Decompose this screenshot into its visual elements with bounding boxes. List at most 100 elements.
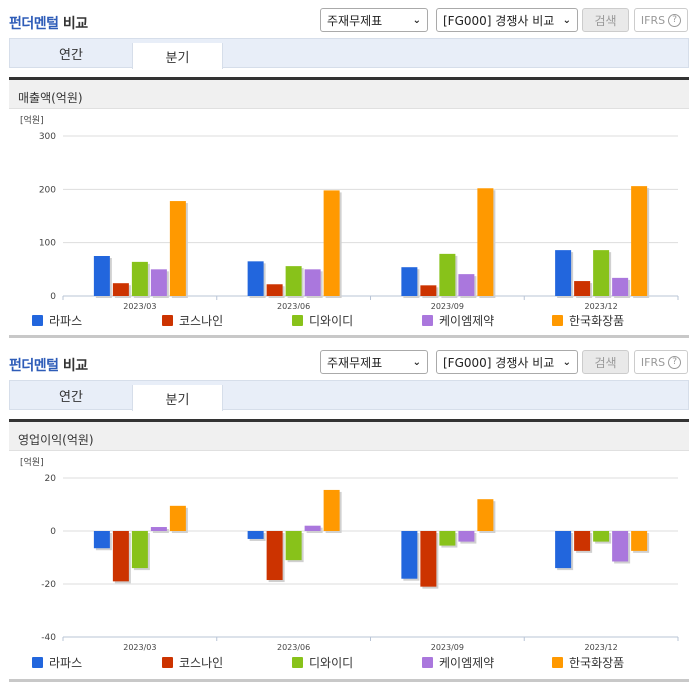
bar[interactable] bbox=[93, 531, 110, 549]
legend-swatch-icon bbox=[32, 657, 43, 668]
x-tick-label: 2023/03 bbox=[123, 643, 156, 652]
ifrs-button[interactable]: IFRS? bbox=[634, 350, 688, 374]
bar[interactable] bbox=[150, 527, 167, 531]
legend-swatch-icon bbox=[292, 657, 303, 668]
legend-item[interactable]: 한국화장품 bbox=[552, 654, 624, 671]
bar[interactable] bbox=[612, 531, 629, 562]
fundamental-section-revenue: 펀더멘털 비교 주재무제표 ⌄ [FG000] 경쟁사 비교 ⌄ 검색 IFRS? … bbox=[0, 8, 696, 338]
bar[interactable] bbox=[131, 531, 148, 569]
tab-quarterly[interactable]: 분기 bbox=[132, 43, 223, 69]
bar[interactable] bbox=[169, 505, 186, 531]
bar[interactable] bbox=[112, 531, 129, 582]
bar[interactable] bbox=[323, 190, 340, 296]
legend-label: 케이엠제약 bbox=[439, 314, 495, 328]
bar[interactable] bbox=[304, 525, 321, 531]
bar[interactable] bbox=[458, 274, 475, 296]
legend-item[interactable]: 디와이디 bbox=[292, 654, 353, 671]
chart-legend: 라파스 코스나인 디와이디 케이엠제약 한국화장품 bbox=[0, 654, 696, 672]
section-title: 펀더멘털 비교 bbox=[9, 358, 88, 374]
compare-type-select[interactable]: [FG000] 경쟁사 비교 ⌄ bbox=[436, 8, 578, 32]
bar[interactable] bbox=[112, 283, 129, 296]
search-button[interactable]: 검색 bbox=[582, 8, 629, 32]
chevron-down-icon: ⌄ bbox=[412, 356, 421, 368]
legend-item[interactable]: 라파스 bbox=[32, 312, 82, 329]
tab-annual[interactable]: 연간 bbox=[59, 390, 83, 405]
divider bbox=[9, 335, 689, 338]
bar[interactable] bbox=[631, 531, 648, 551]
revenue-chart: [억원] 0 100 200 300 2023/03 2023/06 2023/09 2023/… bbox=[0, 109, 696, 309]
unit-label: [억원] bbox=[20, 114, 44, 126]
tab-annual[interactable]: 연간 bbox=[59, 48, 83, 63]
bar[interactable] bbox=[323, 489, 340, 531]
bar[interactable] bbox=[420, 531, 437, 587]
legend-item[interactable]: 코스나인 bbox=[162, 312, 223, 329]
legend-swatch-icon bbox=[422, 657, 433, 668]
bar[interactable] bbox=[131, 261, 148, 296]
section-title: 펀더멘털 비교 bbox=[9, 16, 88, 32]
bar[interactable] bbox=[574, 531, 591, 551]
x-tick-label: 2023/09 bbox=[431, 643, 464, 652]
y-tick-label: 100 bbox=[39, 239, 56, 249]
search-button[interactable]: 검색 bbox=[582, 350, 629, 374]
bar[interactable] bbox=[266, 531, 283, 581]
legend-swatch-icon bbox=[292, 315, 303, 326]
legend-swatch-icon bbox=[422, 315, 433, 326]
bar[interactable] bbox=[401, 531, 418, 579]
chevron-down-icon: ⌄ bbox=[562, 356, 571, 368]
bar[interactable] bbox=[285, 531, 302, 561]
legend-swatch-icon bbox=[32, 315, 43, 326]
legend-swatch-icon bbox=[552, 657, 563, 668]
legend-label: 디와이디 bbox=[309, 656, 354, 670]
bar[interactable] bbox=[631, 186, 648, 296]
x-tick-label: 2023/12 bbox=[585, 643, 618, 652]
legend-label: 케이엠제약 bbox=[439, 656, 495, 670]
bar[interactable] bbox=[574, 281, 591, 296]
legend-label: 라파스 bbox=[49, 656, 83, 670]
bar[interactable] bbox=[247, 531, 264, 539]
bar[interactable] bbox=[555, 250, 572, 296]
report-type-select[interactable]: 주재무제표 ⌄ bbox=[320, 350, 428, 374]
legend-label: 한국화장품 bbox=[569, 656, 625, 670]
legend-item[interactable]: 라파스 bbox=[32, 654, 82, 671]
legend-item[interactable]: 한국화장품 bbox=[552, 312, 624, 329]
bar[interactable] bbox=[477, 188, 494, 296]
section-header: 펀더멘털 비교 주재무제표 ⌄ [FG000] 경쟁사 비교 ⌄ 검색 IFRS? bbox=[0, 342, 696, 380]
bar[interactable] bbox=[285, 266, 302, 296]
bar[interactable] bbox=[593, 531, 610, 542]
bar[interactable] bbox=[401, 267, 418, 296]
bar[interactable] bbox=[247, 261, 264, 296]
bar[interactable] bbox=[266, 284, 283, 296]
legend-item[interactable]: 디와이디 bbox=[292, 312, 353, 329]
tab-quarterly[interactable]: 분기 bbox=[132, 385, 223, 411]
bar[interactable] bbox=[439, 253, 456, 296]
bar[interactable] bbox=[458, 531, 475, 542]
y-tick-label: 300 bbox=[39, 132, 56, 142]
legend-label: 한국화장품 bbox=[569, 314, 625, 328]
legend-item[interactable]: 케이엠제약 bbox=[422, 654, 494, 671]
y-tick-label: 200 bbox=[39, 185, 56, 195]
compare-type-select[interactable]: [FG000] 경쟁사 비교 ⌄ bbox=[436, 350, 578, 374]
bar-chart: [억원] 0 100 200 300 2023/03 2023/06 2023/09 2023/… bbox=[20, 114, 679, 309]
legend-swatch-icon bbox=[552, 315, 563, 326]
x-tick-label: 2023/12 bbox=[585, 302, 618, 309]
legend-swatch-icon bbox=[162, 657, 173, 668]
bar[interactable] bbox=[439, 531, 456, 546]
operating-income-chart: [억원] -40 -20 0 20 2023/03 2023/06 2023/09 2023/1… bbox=[0, 451, 696, 653]
legend-item[interactable]: 코스나인 bbox=[162, 654, 223, 671]
bar[interactable] bbox=[420, 285, 437, 296]
legend-label: 코스나인 bbox=[179, 656, 224, 670]
bar[interactable] bbox=[150, 269, 167, 296]
help-icon: ? bbox=[668, 355, 682, 369]
bar[interactable] bbox=[612, 277, 629, 296]
bar[interactable] bbox=[593, 250, 610, 296]
bar[interactable] bbox=[477, 499, 494, 531]
period-tabs: 연간 분기 bbox=[9, 38, 689, 69]
legend-item[interactable]: 케이엠제약 bbox=[422, 312, 494, 329]
bar[interactable] bbox=[93, 256, 110, 296]
report-type-select[interactable]: 주재무제표 ⌄ bbox=[320, 8, 428, 32]
bar[interactable] bbox=[555, 531, 572, 569]
x-tick-label: 2023/06 bbox=[277, 643, 310, 652]
bar[interactable] bbox=[304, 269, 321, 296]
ifrs-button[interactable]: IFRS? bbox=[634, 8, 688, 32]
bar[interactable] bbox=[169, 201, 186, 296]
